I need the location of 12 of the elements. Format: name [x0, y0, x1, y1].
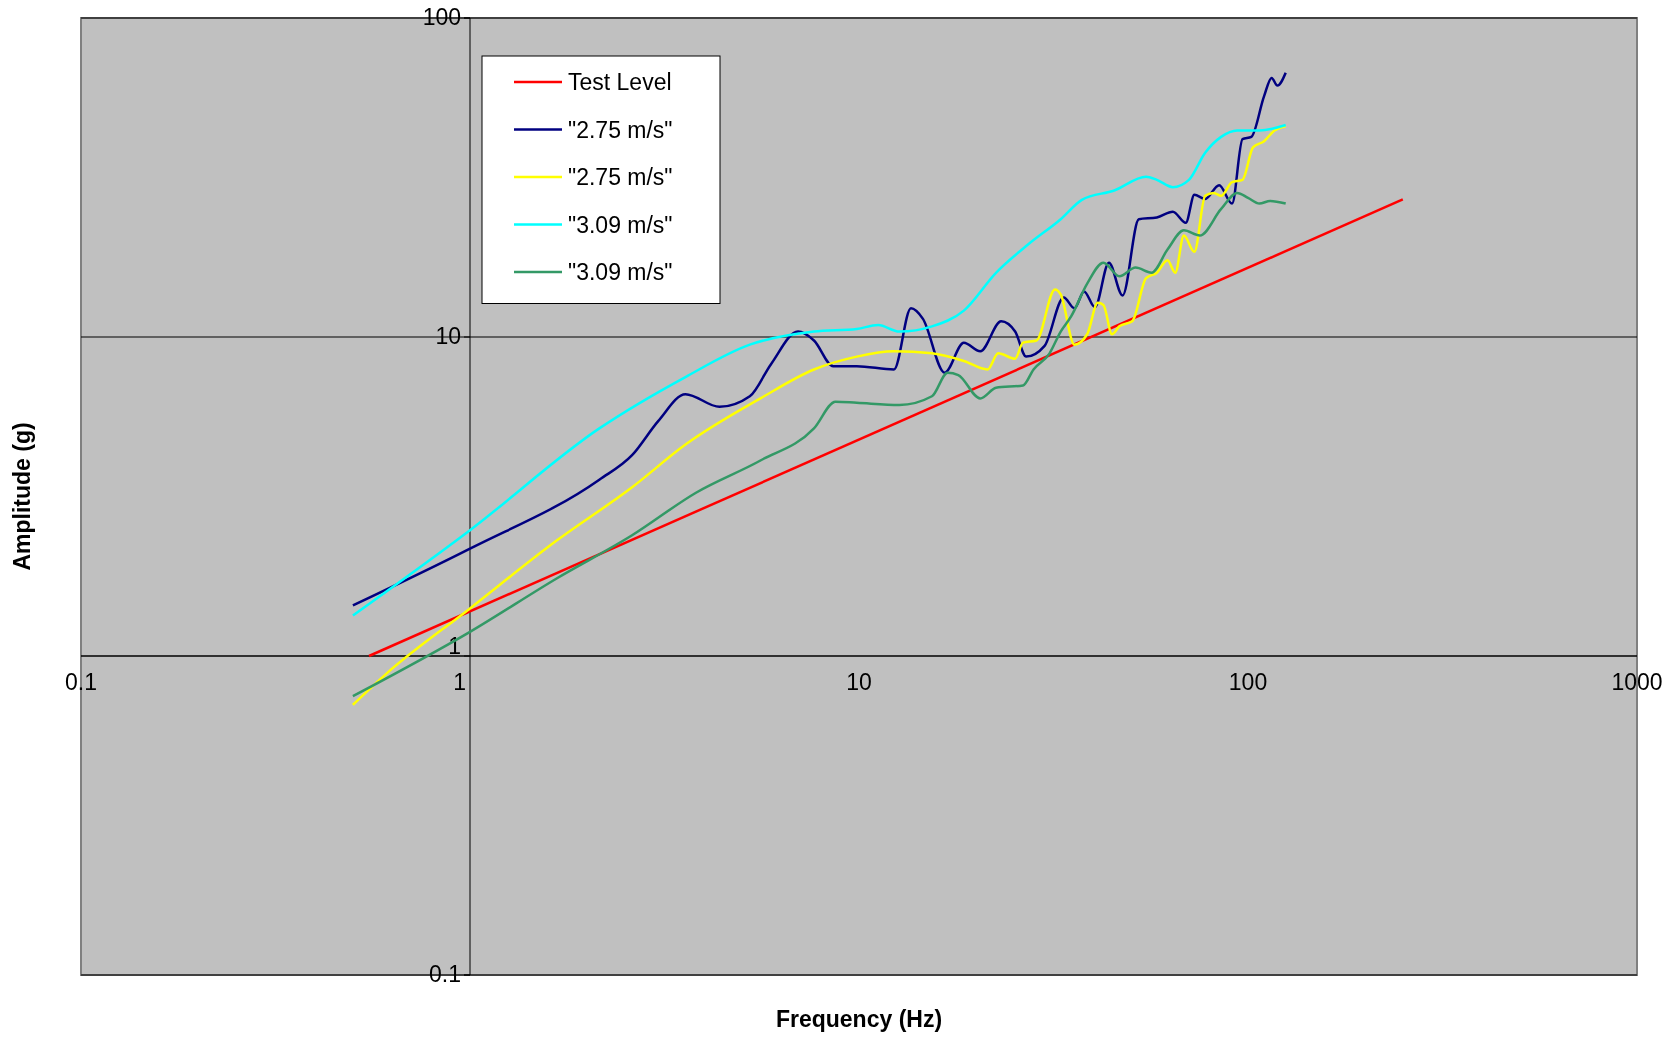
legend-label: "3.09 m/s" — [568, 259, 673, 285]
legend-label: "2.75 m/s" — [568, 116, 673, 143]
x-tick-label: 100 — [1228, 669, 1268, 696]
x-axis-title: Frequency (Hz) — [775, 1006, 943, 1032]
y-axis-title: Amplitude (g) — [9, 422, 35, 571]
legend-label: "3.09 m/s" — [568, 211, 673, 238]
legend-label: "2.75 m/s" — [568, 164, 673, 190]
x-tick-label: 1000 — [1611, 669, 1663, 696]
x-tick-label: 0.1 — [65, 669, 97, 696]
y-tick-label: 10 — [435, 323, 461, 350]
x-tick-label: 10 — [846, 669, 872, 696]
legend-label: Test Level — [568, 69, 672, 95]
